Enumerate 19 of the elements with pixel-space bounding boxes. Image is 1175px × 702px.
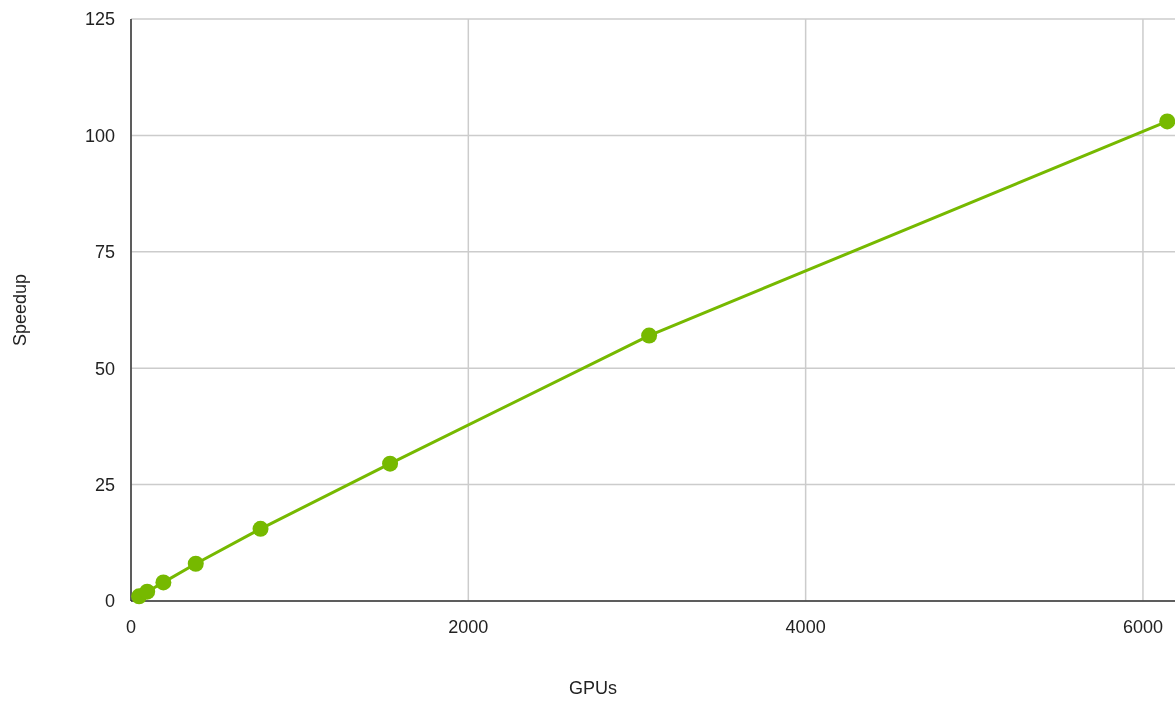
y-tick-label: 25 xyxy=(94,474,115,495)
y-axis-title: Speedup xyxy=(10,273,30,347)
y-tick-label: 75 xyxy=(94,242,115,263)
x-tick-label: 2000 xyxy=(448,617,489,637)
x-tick-label: 4000 xyxy=(785,617,826,637)
y-tick-label: 125 xyxy=(84,9,115,30)
point xyxy=(155,574,172,591)
point xyxy=(252,520,269,537)
point xyxy=(187,555,204,572)
point xyxy=(139,583,156,600)
point xyxy=(1159,113,1175,130)
y-tick-label: 0 xyxy=(104,591,115,612)
x-tick-label: 6000 xyxy=(1122,617,1163,637)
point xyxy=(641,327,658,344)
y-tick-label: 50 xyxy=(94,358,115,379)
y-tick-label: 100 xyxy=(84,125,115,146)
x-axis-title: GPUs xyxy=(568,678,618,698)
point xyxy=(382,455,399,472)
x-tick-label: 0 xyxy=(125,617,137,637)
